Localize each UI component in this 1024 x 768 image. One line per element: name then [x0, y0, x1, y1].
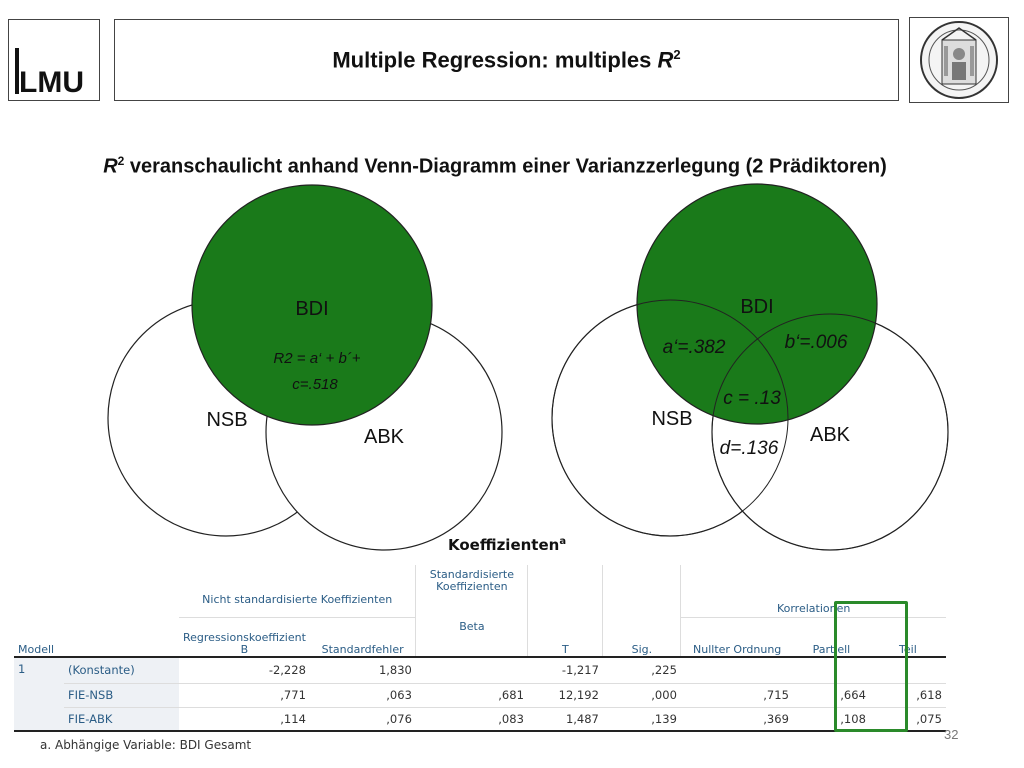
cell-se: 1,830 [378, 663, 412, 678]
header-beta: Beta [459, 620, 485, 633]
header-sig: Sig. [602, 565, 682, 657]
cell-beta [416, 657, 528, 683]
cell-se: ,063 [386, 688, 412, 702]
header-standardized: Standardisierte Koeffizienten Beta [415, 565, 529, 657]
header-zero-order: Nullter Ordnung [680, 616, 793, 657]
row-label: FIE-ABK [64, 707, 179, 731]
venn-left-abk-label: ABK [364, 426, 405, 448]
model-number: 1 [14, 657, 64, 731]
cell-sig: ,225 [651, 663, 677, 678]
university-seal [909, 17, 1009, 103]
venn-right-a-label: a‘=.382 [663, 337, 726, 358]
lmu-logo-text: LMU [19, 66, 84, 99]
venn-right-nsb-label: NSB [651, 408, 692, 430]
cell-partial: ,108 [840, 711, 866, 726]
cell-zero: ,715 [763, 688, 789, 702]
header-modell: Modell [18, 643, 55, 656]
cell-zero: ,369 [763, 711, 789, 726]
venn-left-bdi-label: BDI [295, 298, 328, 320]
header-correlations: Korrelationen [776, 601, 851, 615]
venn-right-c-label: c = .13 [723, 388, 781, 409]
row-label: (Konstante) [64, 657, 179, 683]
cell-teil: ,618 [916, 688, 942, 702]
venn-left-bdi-circle [191, 184, 433, 426]
table-footnote: a. Abhängige Variable: BDI Gesamt [40, 738, 252, 752]
venn-right-nsb-outline [551, 299, 789, 537]
venn-right: BDI NSB ABK a‘=.382 b‘=.006 c = .13 d=.1… [551, 183, 949, 551]
venn-right-d-label: d=.136 [720, 438, 779, 459]
cell-partial: ,664 [840, 688, 866, 702]
lmu-logo: LMU [8, 19, 100, 101]
header-unstandardized: Nicht standardisierte Koeffizienten [179, 565, 417, 617]
cell-b: ,114 [280, 711, 306, 726]
cell-beta: ,681 [498, 688, 524, 702]
header-t: T [527, 565, 604, 657]
header-b: Regressionskoeffizient B [179, 616, 310, 657]
subtitle: R2 veranschaulicht anhand Venn-Diagramm … [103, 154, 887, 178]
cell-b: ,771 [280, 688, 306, 702]
header-se: Standardfehler [309, 616, 417, 657]
slide-title: Multiple Regression: multiples R2 [332, 46, 681, 73]
venn-right-bdi-label: BDI [740, 296, 773, 318]
coefficients-table: Nicht standardisierte Koeffizienten Stan… [14, 565, 946, 732]
table-row: 1 (Konstante) -2,228 1,830 -1,217 ,225 [14, 657, 946, 731]
cell-t: -1,217 [561, 663, 599, 678]
table-row: FIE-NSB ,771 ,063 ,681 12,192 ,000 ,715 … [14, 683, 946, 707]
cell-b: -2,228 [268, 663, 306, 678]
header-partial: Partiell [792, 616, 870, 657]
venn-right-b-label: b‘=.006 [785, 332, 848, 353]
venn-left-formula-line2: c=.518 [292, 376, 338, 393]
venn-right-abk-label: ABK [810, 424, 851, 446]
row-label: FIE-NSB [64, 683, 179, 707]
slide-title-box: Multiple Regression: multiples R2 [114, 19, 899, 101]
cell-sig: ,000 [651, 688, 677, 702]
page-number: 32 [944, 727, 959, 742]
cell-beta: ,083 [498, 711, 524, 726]
venn-left: BDI NSB ABK R2 = a‘ + b´+ c=.518 [107, 184, 503, 551]
cell-teil: ,075 [916, 711, 942, 726]
venn-left-formula-line1: R2 = a‘ + b´+ [273, 350, 360, 367]
seal-icon [920, 21, 998, 99]
venn-right-bdi-circle [636, 183, 878, 425]
table-title: Koeffizientena [448, 536, 567, 554]
table-row: FIE-ABK ,114 ,076 ,083 1,487 ,139 ,369 ,… [14, 707, 946, 731]
cell-t: 12,192 [558, 688, 599, 702]
venn-left-nsb-label: NSB [206, 409, 247, 431]
cell-se: ,076 [386, 711, 412, 726]
cell-t: 1,487 [565, 711, 599, 726]
cell-zero [681, 657, 793, 683]
venn-right-abk-outline [711, 313, 949, 551]
cell-sig: ,139 [651, 711, 677, 726]
lmu-logo-mark: LMU [15, 48, 84, 99]
teil-highlight-frame [834, 601, 908, 732]
